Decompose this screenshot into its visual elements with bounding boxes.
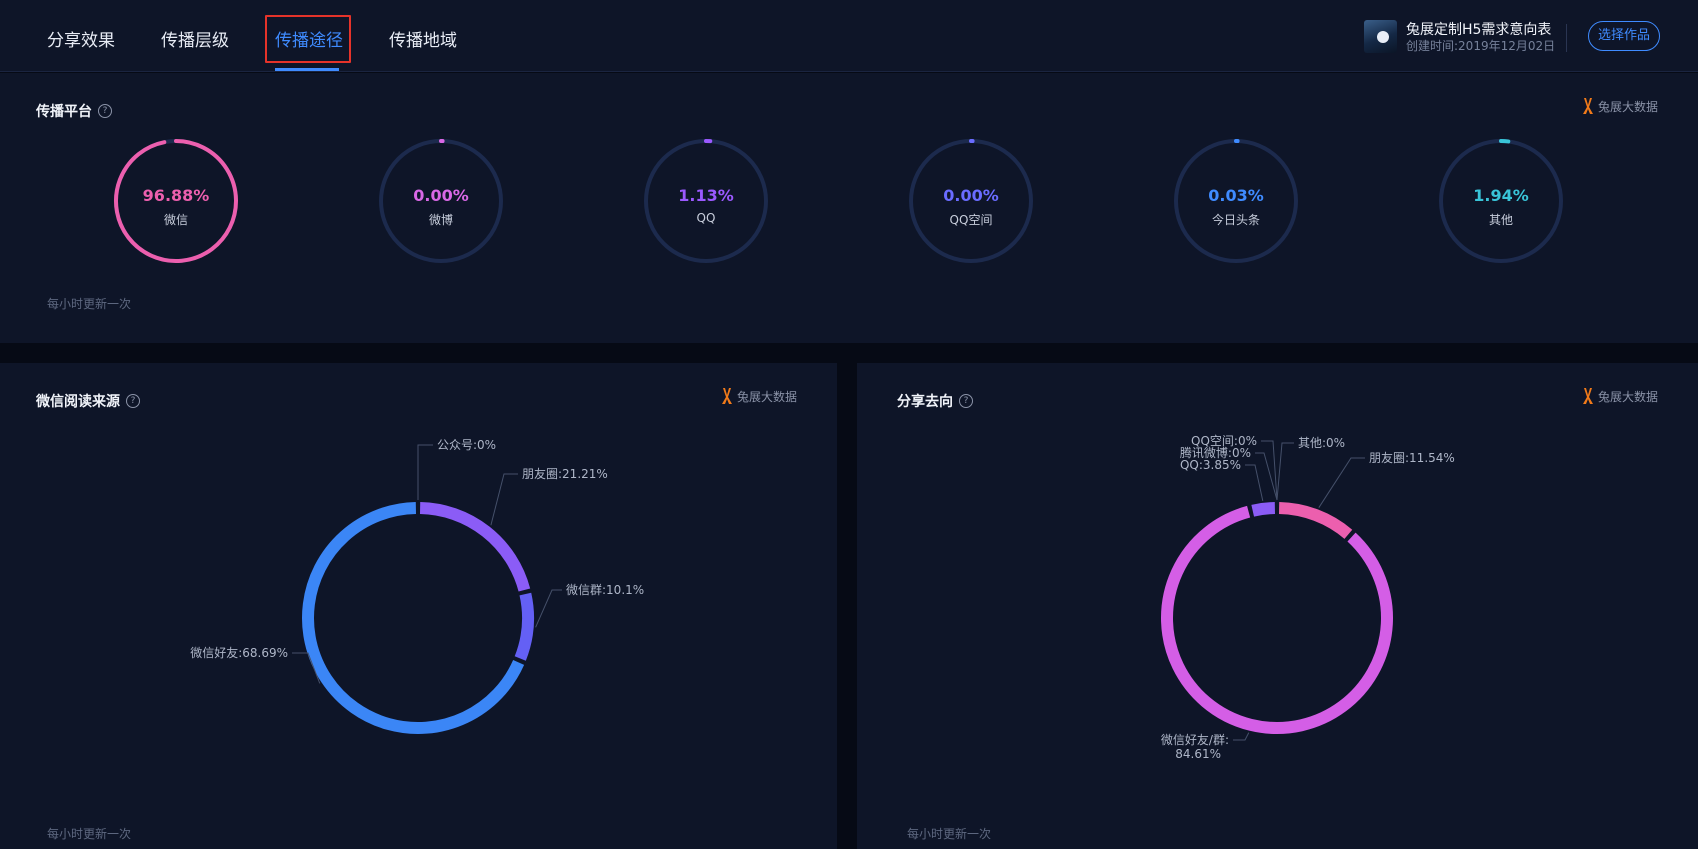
donut-segment: [1251, 502, 1276, 517]
platform-gauge: 0.00% 微博: [376, 136, 506, 266]
wechat-source-panel: 微信阅读来源 ? 兔展大数据 公众号:0% 朋友圈:21.21% 微信群:10.1%…: [0, 363, 837, 849]
donut-leader-line: [1318, 457, 1365, 508]
gauge-ring: [114, 139, 238, 263]
work-title: 兔展定制H5需求意向表: [1406, 22, 1552, 38]
wechat-source-update-note: 每小时更新一次: [47, 827, 132, 841]
donut-label: 84.61%: [1175, 747, 1221, 761]
share-direction-panel: 分享去向 ? 兔展大数据 朋友圈:11.54% 微信好友/群: 84.61% QQ:3…: [857, 363, 1698, 849]
select-work-button[interactable]: 选择作品: [1588, 21, 1660, 51]
gauge-ring: [1439, 139, 1563, 263]
platform-gauge: 1.94% 其他: [1436, 136, 1566, 266]
rabbit-logo-icon: [1583, 98, 1593, 114]
wechat-source-title: 微信阅读来源: [36, 394, 120, 410]
tab-share-effect[interactable]: 分享效果: [47, 31, 115, 51]
gauge-label: 微博: [428, 213, 453, 227]
platform-panel-title: 传播平台: [36, 104, 92, 120]
donut-leader-line: [1261, 440, 1278, 501]
brand-label: 兔展大数据: [737, 389, 798, 404]
donut-label: 腾讯微博:0%: [1180, 445, 1251, 460]
donut-label: 其他:0%: [1298, 436, 1345, 450]
active-tab-highlight-box: [265, 15, 351, 63]
platform-gauge: 96.88% 微信: [111, 136, 241, 266]
donut-label: 公众号:0%: [437, 438, 496, 452]
top-nav-bar: 分享效果 传播层级 传播途径 传播地域 兔展定制H5需求意向表 创建时间:201…: [0, 0, 1698, 72]
gauge-value: 0.00%: [943, 186, 999, 205]
gauge-label: 微信: [163, 213, 188, 227]
gauge-label: QQ: [696, 211, 716, 225]
active-tab-indicator: [275, 68, 339, 71]
gauge-ring: [1174, 138, 1298, 263]
donut-leader-line: [292, 652, 321, 684]
donut-label: 微信群:10.1%: [566, 583, 644, 597]
work-thumbnail: [1364, 20, 1397, 53]
gauge-ring: [909, 138, 1033, 263]
brand-label: 兔展大数据: [1598, 389, 1659, 404]
gauge-value: 1.94%: [1473, 186, 1529, 205]
share-direction-title: 分享去向: [897, 394, 953, 410]
rabbit-logo-icon: [722, 388, 732, 404]
platform-gauge: 0.00% QQ空间: [906, 136, 1036, 266]
donut-segment: [302, 502, 525, 734]
donut-label: QQ:3.85%: [1180, 458, 1241, 472]
help-icon[interactable]: ?: [959, 394, 973, 408]
donut-segment: [514, 592, 534, 661]
donut-segment: [1278, 502, 1353, 539]
brand-label: 兔展大数据: [1598, 99, 1659, 114]
brand-watermark: 兔展大数据: [720, 387, 797, 405]
brand-watermark: 兔展大数据: [1581, 97, 1658, 115]
gauge-label: 其他: [1488, 213, 1513, 227]
tab-spread-level[interactable]: 传播层级: [161, 31, 229, 51]
gauge-ring: [644, 138, 768, 263]
gauge-label: 今日头条: [1211, 213, 1260, 227]
gauge-value: 1.13%: [678, 186, 734, 205]
share-direction-update-note: 每小时更新一次: [907, 827, 992, 841]
donut-leader-line: [535, 589, 562, 628]
donut-segment: [1161, 505, 1393, 734]
platform-update-note: 每小时更新一次: [47, 297, 132, 311]
wechat-source-donut-chart: 公众号:0% 朋友圈:21.21% 微信群:10.1% 微信好友:68.69%: [190, 438, 644, 734]
donut-leader-line: [490, 473, 518, 526]
gauge-value: 0.03%: [1208, 186, 1264, 205]
brand-watermark: 兔展大数据: [1581, 387, 1658, 405]
rabbit-logo-icon: [1583, 388, 1593, 404]
share-direction-header: 分享去向 ?: [897, 391, 973, 411]
share-direction-donut-chart: 朋友圈:11.54% 微信好友/群:84.61% QQ:3.85%腾讯微博:0%QQ…: [1161, 434, 1455, 761]
donut-label: 微信好友:68.69%: [190, 646, 288, 660]
donut-label: QQ空间:0%: [1191, 434, 1257, 448]
donut-leader-line: [417, 444, 433, 500]
donut-leader-line: [1233, 732, 1250, 741]
header-divider: [1566, 24, 1567, 52]
donut-leader-line: [1255, 452, 1278, 501]
gauge-ring: [379, 138, 503, 263]
gauge-value: 96.88%: [142, 186, 210, 205]
platform-gauge: 0.03% 今日头条: [1171, 136, 1301, 266]
tab-spread-region[interactable]: 传播地域: [389, 31, 457, 51]
donut-label: 微信好友/群:: [1161, 733, 1229, 747]
gauge-label: QQ空间: [949, 213, 993, 227]
gauge-progress-arc: [114, 139, 238, 263]
help-icon[interactable]: ?: [126, 394, 140, 408]
work-created-time: 创建时间:2019年12月02日: [1406, 39, 1556, 53]
platform-panel: 传播平台 ? 兔展大数据 96.88% 微信 0.00% 微博 1.13% QQ 0.00%…: [0, 73, 1698, 343]
donut-leader-line: [1276, 442, 1294, 501]
donut-label: 朋友圈:11.54%: [1369, 451, 1455, 465]
platform-panel-header: 传播平台 ?: [36, 101, 112, 121]
tab-spread-channel[interactable]: 传播途径: [275, 31, 343, 51]
help-icon[interactable]: ?: [98, 104, 112, 118]
donut-label: 朋友圈:21.21%: [522, 467, 608, 481]
platform-gauge: 1.13% QQ: [641, 136, 771, 266]
donut-segment: [419, 502, 531, 592]
donut-leader-line: [1245, 464, 1264, 502]
wechat-source-header: 微信阅读来源 ?: [36, 391, 140, 411]
gauge-value: 0.00%: [413, 186, 469, 205]
